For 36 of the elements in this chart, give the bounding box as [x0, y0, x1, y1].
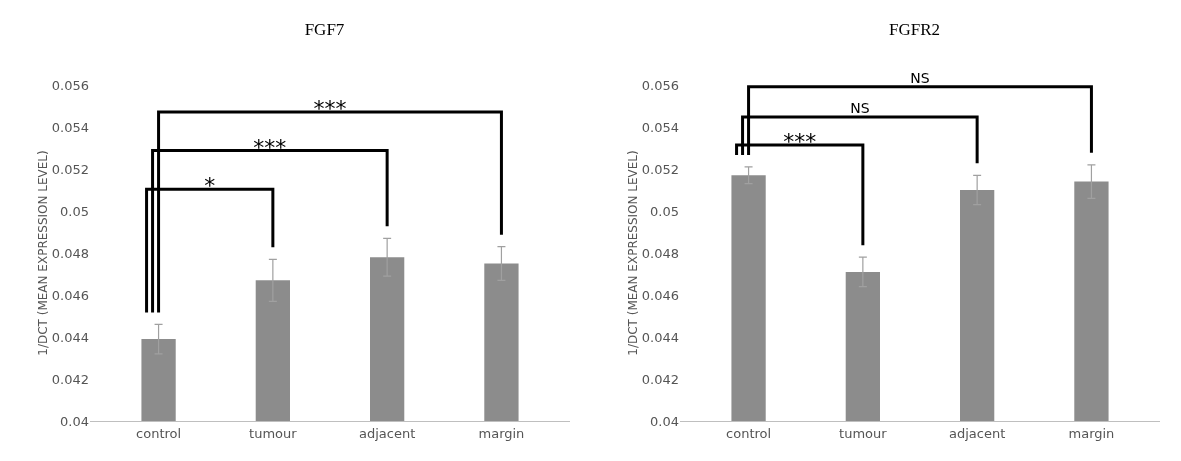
y-tick-label: 0.056 — [641, 77, 679, 93]
y-tick-label: 0.054 — [51, 119, 89, 135]
x-tick-label: adjacent — [359, 425, 416, 441]
y-tick-label: 0.044 — [51, 329, 89, 345]
x-tick-label: margin — [1068, 425, 1115, 441]
chart-title: FGFR2 — [888, 19, 941, 39]
y-tick-label: 0.042 — [51, 371, 89, 387]
x-tick-label: control — [136, 425, 182, 441]
y-tick-label: 0.052 — [641, 161, 679, 177]
y-tick-label: 0.05 — [60, 203, 89, 219]
annotation: *** — [783, 128, 817, 154]
annotation: *** — [253, 134, 287, 160]
x-tick-label: margin — [478, 425, 525, 441]
y-tick-label: 0.04 — [650, 413, 679, 429]
y-tick-label: 0.048 — [641, 245, 679, 261]
x-tick-label: tumour — [249, 425, 298, 441]
y-tick-label: 0.044 — [641, 329, 679, 345]
annotation: NS — [850, 99, 870, 116]
y-tick-label: 0.054 — [641, 119, 679, 135]
y-axis-title: 1/DCT (MEAN EXPRESSION LEVEL) — [625, 150, 640, 356]
y-axis-title: 1/DCT (MEAN EXPRESSION LEVEL) — [35, 150, 50, 356]
y-tick-label: 0.048 — [51, 245, 89, 261]
y-tick-label: 0.042 — [641, 371, 679, 387]
y-tick-label: 0.046 — [51, 287, 89, 303]
chart-title: FGF7 — [304, 19, 345, 39]
x-tick-label: control — [726, 425, 772, 441]
annotation: NS — [910, 69, 930, 86]
x-tick-label: tumour — [839, 425, 888, 441]
annotation: *** — [313, 95, 347, 121]
y-tick-label: 0.056 — [51, 77, 89, 93]
y-tick-label: 0.046 — [641, 287, 679, 303]
x-tick-label: adjacent — [949, 425, 1006, 441]
y-tick-label: 0.05 — [650, 203, 679, 219]
y-tick-label: 0.052 — [51, 161, 89, 177]
y-tick-label: 0.04 — [60, 413, 89, 429]
annotation: * — [204, 173, 216, 199]
